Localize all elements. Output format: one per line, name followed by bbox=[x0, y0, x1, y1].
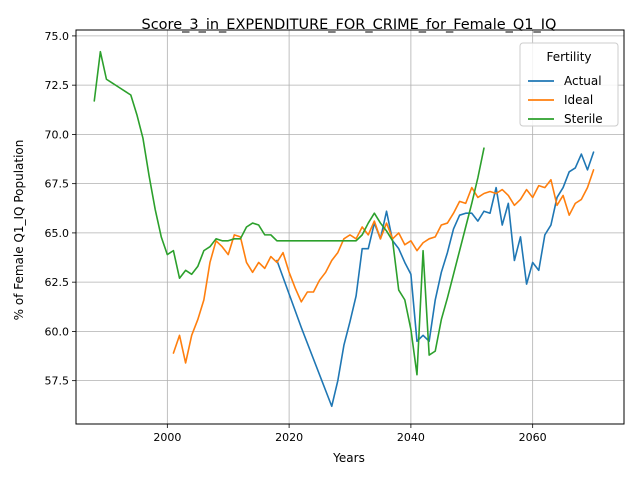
legend-label-actual: Actual bbox=[564, 74, 602, 88]
y-tick-label: 67.5 bbox=[45, 178, 70, 191]
y-tick-label: 62.5 bbox=[45, 276, 70, 289]
y-tick-label: 75.0 bbox=[45, 30, 70, 43]
series-lines bbox=[93, 50, 595, 408]
series-line-ideal bbox=[172, 169, 595, 364]
legend-label-ideal: Ideal bbox=[564, 93, 593, 107]
legend-box bbox=[519, 42, 619, 127]
legend: Fertility Actual Ideal Sterile bbox=[519, 42, 619, 127]
x-axis-ticks: 2000 2020 2040 2060 bbox=[153, 424, 547, 444]
y-axis-ticks: 57.5 60.0 62.5 65.0 67.5 70.0 72.5 75.0 bbox=[45, 30, 76, 388]
grid-lines bbox=[76, 30, 624, 424]
x-axis-label: Years bbox=[332, 451, 365, 465]
series-line-sterile bbox=[93, 50, 485, 376]
x-tick-label: 2060 bbox=[519, 431, 547, 444]
chart-title: Score_3_in_EXPENDITURE_FOR_CRIME_for_Fem… bbox=[142, 17, 557, 33]
legend-label-sterile: Sterile bbox=[564, 112, 603, 126]
x-tick-label: 2040 bbox=[397, 431, 425, 444]
plot-area-frame bbox=[75, 29, 625, 425]
y-axis-label: % of Female Q1_IQ Population bbox=[12, 140, 26, 321]
y-tick-label: 57.5 bbox=[45, 375, 70, 388]
legend-title: Fertility bbox=[546, 50, 591, 64]
y-tick-label: 70.0 bbox=[45, 128, 70, 141]
x-tick-label: 2020 bbox=[275, 431, 303, 444]
y-tick-label: 72.5 bbox=[45, 79, 70, 92]
y-tick-label: 65.0 bbox=[45, 227, 70, 240]
legend-entries: Actual Ideal Sterile bbox=[528, 74, 603, 126]
y-tick-label: 60.0 bbox=[45, 325, 70, 338]
series-line-actual bbox=[276, 151, 595, 408]
x-tick-label: 2000 bbox=[153, 431, 181, 444]
